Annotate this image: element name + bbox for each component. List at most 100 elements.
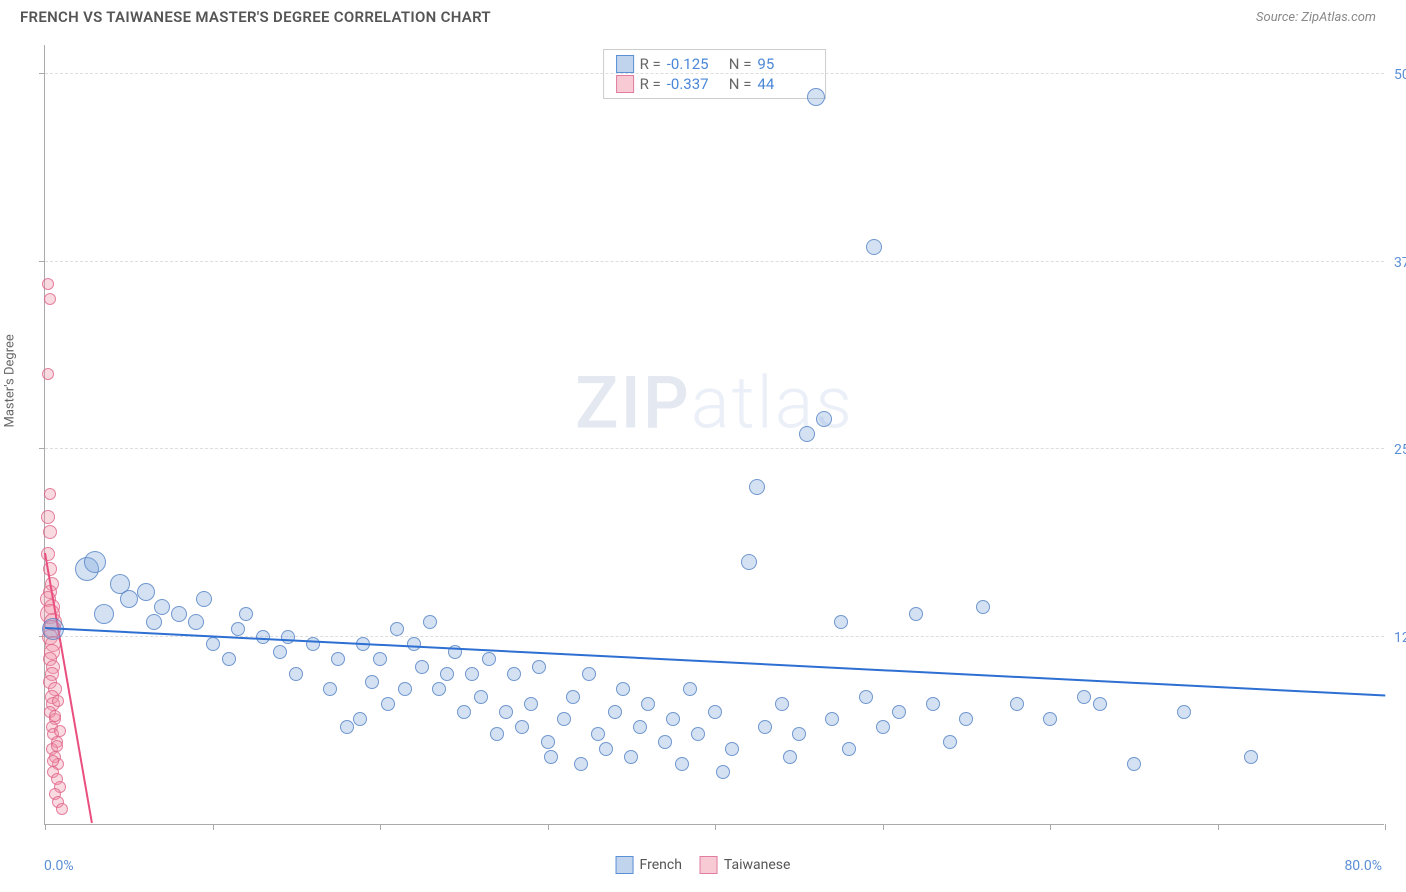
data-point [1093,697,1107,711]
legend-item-taiwanese: Taiwanese [700,856,791,874]
data-point [323,682,337,696]
data-point [1177,705,1191,719]
data-point [42,278,54,290]
data-point [353,712,367,726]
data-point [658,735,672,749]
r-label-1: R = [640,55,661,73]
data-point [876,720,890,734]
n-label-2: N = [729,75,752,93]
data-point [154,599,170,615]
trend-line [45,627,1385,696]
data-point [716,765,730,779]
data-point [120,590,138,608]
data-point [524,697,538,711]
data-point [94,604,114,624]
ytick-label: 50.0% [1394,67,1406,83]
legend-series: French Taiwanese [616,856,791,874]
r-value-2: -0.337 [667,75,723,93]
x-axis-min-label: 0.0% [44,858,74,874]
xtick [1050,824,1051,830]
swatch-french-icon [616,55,634,73]
r-label-2: R = [640,75,661,93]
data-point [171,606,187,622]
legend-stats-row-1: R = -0.125 N = 95 [616,54,814,74]
data-point [465,667,479,681]
ytick-label: 12.5% [1394,630,1406,646]
swatch-taiwanese-icon [616,75,634,93]
data-point [834,615,848,629]
r-value-1: -0.125 [667,55,723,73]
data-point [44,293,56,305]
n-value-2: 44 [757,75,813,93]
data-point [499,705,513,719]
n-value-1: 95 [757,55,813,73]
data-point [41,510,55,524]
watermark-bold: ZIP [575,361,691,446]
data-point [457,705,471,719]
data-point [306,637,320,651]
xtick [380,824,381,830]
data-point [256,630,270,644]
data-point [54,725,66,737]
data-point [825,712,839,726]
data-point [1127,757,1141,771]
swatch-french-icon [616,856,634,874]
xtick [883,824,884,830]
data-point [331,652,345,666]
data-point [432,682,446,696]
plot-area: ZIPatlas R = -0.125 N = 95 R = -0.337 N … [44,45,1384,825]
data-point [943,735,957,749]
data-point [758,720,772,734]
data-point [909,607,923,621]
data-point [515,720,529,734]
legend-stats-row-2: R = -0.337 N = 44 [616,74,814,94]
data-point [557,712,571,726]
data-point [49,710,61,722]
chart-title: FRENCH VS TAIWANESE MASTER'S DEGREE CORR… [20,8,491,26]
data-point [474,690,488,704]
data-point [1077,690,1091,704]
xtick [45,824,46,830]
data-point [407,637,421,651]
source-label: Source: ZipAtlas.com [1256,10,1376,25]
data-point [1010,697,1024,711]
data-point [633,720,647,734]
data-point [273,645,287,659]
data-point [398,682,412,696]
xtick [213,824,214,830]
data-point [196,591,212,607]
data-point [541,735,555,749]
data-point [783,750,797,764]
data-point [816,411,832,427]
ytick [39,261,45,262]
data-point [866,239,882,255]
data-point [84,551,106,573]
xtick [1385,824,1386,830]
ytick [39,73,45,74]
data-point [775,697,789,711]
legend-item-french: French [616,856,682,874]
data-point [440,667,454,681]
data-point [859,690,873,704]
data-point [43,525,57,539]
data-point [976,600,990,614]
data-point [926,697,940,711]
data-point [532,660,546,674]
data-point [591,727,605,741]
data-point [239,607,253,621]
data-point [222,652,236,666]
legend-stats: R = -0.125 N = 95 R = -0.337 N = 44 [603,49,827,99]
data-point [146,614,162,630]
data-point [691,727,705,741]
gridline [45,73,1384,74]
data-point [52,695,64,707]
data-point [741,554,757,570]
xtick [715,824,716,830]
data-point [574,757,588,771]
x-axis-max-label: 80.0% [1344,858,1382,874]
data-point [42,368,54,380]
data-point [206,637,220,651]
data-point [675,757,689,771]
data-point [842,742,856,756]
legend-label-french: French [640,857,682,873]
